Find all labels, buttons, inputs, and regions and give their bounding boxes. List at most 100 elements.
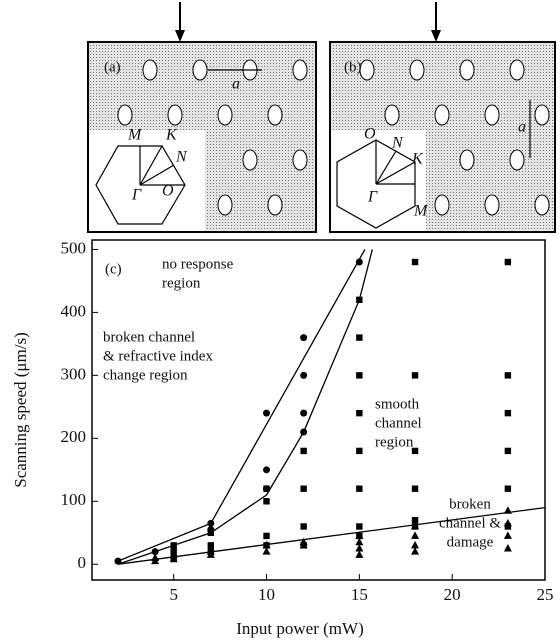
point xyxy=(504,519,512,527)
hole xyxy=(218,105,232,125)
annotation: no response xyxy=(162,256,234,272)
y-tick-label: 0 xyxy=(78,553,87,572)
point-label: K xyxy=(165,127,178,144)
point xyxy=(207,520,214,527)
point xyxy=(505,448,511,454)
point xyxy=(208,530,214,536)
x-tick-label: 10 xyxy=(258,585,275,604)
point xyxy=(356,523,362,529)
boundary-line xyxy=(118,249,372,564)
point xyxy=(263,486,269,492)
annotation: region xyxy=(162,275,201,291)
point xyxy=(505,372,511,378)
hole xyxy=(193,60,207,80)
annotation: region xyxy=(375,434,414,450)
point xyxy=(300,334,307,341)
point xyxy=(356,297,362,303)
hole xyxy=(485,195,499,215)
point xyxy=(505,410,511,416)
point xyxy=(411,541,419,549)
point-label: Γ xyxy=(367,189,378,206)
annotation: & refractive index xyxy=(103,348,213,364)
annotation: change region xyxy=(103,367,188,383)
point xyxy=(412,372,418,378)
point xyxy=(300,372,307,379)
annotation: damage xyxy=(447,534,494,550)
point xyxy=(504,506,512,513)
hole xyxy=(293,60,307,80)
point xyxy=(356,334,362,340)
hole xyxy=(535,105,549,125)
hole xyxy=(268,105,282,125)
point xyxy=(151,553,159,561)
point xyxy=(356,448,362,454)
point xyxy=(300,486,306,492)
arrow-head xyxy=(175,30,185,42)
figure: (a) a M K N O Γ (b) a O N K Γ M Input po… xyxy=(0,0,560,640)
x-tick-label: 25 xyxy=(537,585,554,604)
point xyxy=(263,466,270,473)
boundary-line xyxy=(118,249,365,561)
annotation: channel xyxy=(375,415,422,431)
hole xyxy=(460,60,474,80)
y-tick-label: 400 xyxy=(61,301,87,320)
point xyxy=(300,523,306,529)
point xyxy=(170,542,176,548)
point xyxy=(411,531,419,539)
point xyxy=(505,486,511,492)
point xyxy=(300,410,307,417)
annotation: broken xyxy=(449,496,491,512)
hole xyxy=(435,195,449,215)
point xyxy=(356,259,363,266)
point xyxy=(263,533,269,539)
point xyxy=(300,448,306,454)
arrow-head xyxy=(431,30,441,42)
x-axis-title: Input power (mW) xyxy=(236,619,363,638)
hole xyxy=(143,60,157,80)
point xyxy=(504,544,512,552)
point-label: M xyxy=(127,127,143,144)
x-tick-label: 5 xyxy=(169,585,178,604)
x-tick-label: 15 xyxy=(351,585,368,604)
annotation: (c) xyxy=(105,261,122,277)
y-tick-label: 100 xyxy=(61,490,87,509)
hole xyxy=(268,195,282,215)
point-label: Γ xyxy=(131,187,142,204)
hole xyxy=(460,150,474,170)
hole xyxy=(243,150,257,170)
panel-label: (a) xyxy=(104,59,121,75)
annotation: channel & xyxy=(439,515,501,531)
hole xyxy=(385,105,399,125)
point xyxy=(412,486,418,492)
point xyxy=(504,531,512,539)
hole xyxy=(510,60,524,80)
point xyxy=(356,486,362,492)
hole xyxy=(535,195,549,215)
y-axis-title: Scanning speed (μm/s) xyxy=(11,332,30,487)
y-tick-label: 300 xyxy=(61,364,87,383)
hole xyxy=(360,60,374,80)
lattice-label: a xyxy=(518,119,526,136)
hole xyxy=(293,150,307,170)
point xyxy=(356,372,362,378)
hole xyxy=(510,150,524,170)
y-tick-label: 200 xyxy=(61,427,87,446)
hole xyxy=(218,195,232,215)
annotation: smooth xyxy=(375,396,420,412)
point xyxy=(263,498,269,504)
hole xyxy=(410,60,424,80)
hole xyxy=(485,105,499,125)
point xyxy=(263,410,270,417)
hole xyxy=(435,105,449,125)
point-label: N xyxy=(175,149,188,166)
point-label: N xyxy=(391,135,404,152)
point xyxy=(505,259,511,265)
annotation: broken channel xyxy=(103,329,195,345)
point xyxy=(300,429,307,436)
point xyxy=(114,558,121,565)
hole xyxy=(168,105,182,125)
x-tick-label: 20 xyxy=(444,585,461,604)
y-tick-label: 500 xyxy=(61,238,87,257)
point xyxy=(412,259,418,265)
panel-label: (b) xyxy=(344,59,362,75)
